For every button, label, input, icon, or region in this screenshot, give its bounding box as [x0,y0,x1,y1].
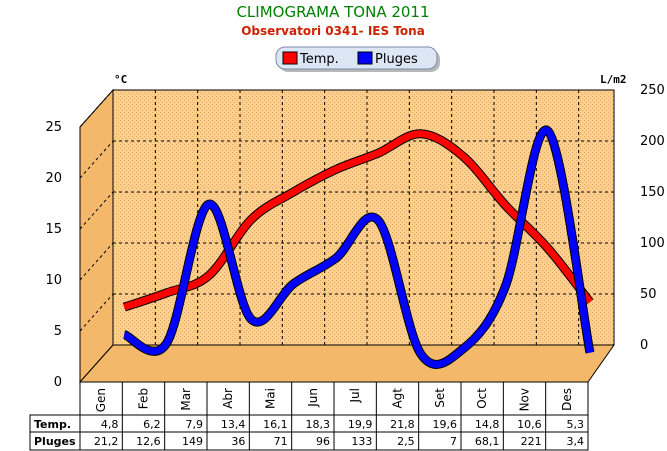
series-1 [122,125,595,369]
x-tick-label: Gen [94,388,108,412]
grid-line-side [79,242,114,281]
chart-title: CLIMOGRAMA TONA 2011 [236,3,429,21]
y-right-tick-label: 50 [640,287,657,302]
y-left-ticks: 0 5 10 15 20 25 [45,120,62,390]
y-right-tick-label: 150 [640,185,665,200]
x-tick-label: Set [433,388,447,408]
grid-line-side [79,293,114,332]
y-left-tick-label: 20 [45,171,62,186]
y-left-tick-label: 0 [54,375,62,390]
table-cell-rain: 2,5 [397,435,415,448]
x-tick-label: Feb [137,388,151,409]
grid-line-side [79,191,114,230]
x-tick-label: Des [560,388,574,411]
side-wall [79,88,114,384]
y-left-tick-label: 25 [45,120,62,135]
y-right-tick-label: 100 [640,236,665,251]
table-cell-temp: 5,3 [567,418,585,431]
legend-swatch [357,51,373,65]
table-cell-temp: 18,3 [306,418,331,431]
x-tick-label: Mar [179,388,193,411]
legend-label: Temp. [299,52,339,67]
y-left-tick-label: 10 [45,273,62,288]
chart-legend: Temp. Pluges [275,46,440,72]
table-cell-temp: 7,9 [186,418,204,431]
y-right-axis-label: L/m2 [600,73,627,86]
table-cell-rain: 68,1 [475,435,500,448]
y-left-tick-label: 5 [54,324,62,339]
table-cell-rain: 36 [231,435,245,448]
table-cell-temp: 6,2 [143,418,161,431]
table-cell-rain: 21,2 [94,435,119,448]
table-cell-rain: 71 [274,435,288,448]
table-cell-rain: 149 [182,435,203,448]
table-cell-rain: 96 [316,435,330,448]
chart-subtitle: Observatori 0341- IES Tona [241,24,425,38]
y-left-axis-label: °C [114,73,127,86]
table-cell-rain: 133 [351,435,372,448]
y-right-tick-label: 200 [640,134,665,149]
table-cell-temp: 16,1 [263,418,288,431]
series-0 [122,129,594,312]
x-tick-label: Abr [221,388,235,409]
table-cell-rain: 7 [450,435,457,448]
table-cell-temp: 21,8 [390,418,415,431]
legend-swatch [282,51,298,65]
y-right-tick-label: 250 [640,83,665,98]
series-line [122,126,594,368]
legend-label: Pluges [375,52,418,67]
table-cell-rain: 12,6 [136,435,161,448]
y-right-tick-label: 0 [640,338,648,353]
table-cell-temp: 10,6 [517,418,542,431]
data-table: Temp. Pluges Gen 4,8 21,2 Feb 6,2 12,6 Mar 7,9 149… [29,381,589,451]
table-cell-temp: 19,6 [433,418,458,431]
table-cell-temp: 19,9 [348,418,373,431]
grid-line-side [79,140,114,179]
series-layer [122,125,595,369]
table-cell-rain: 3,4 [567,435,585,448]
table-cell-temp: 14,8 [475,418,500,431]
x-tick-label: Jun [306,388,320,408]
series-line [123,130,593,311]
table-cell-temp: 4,8 [101,418,119,431]
x-tick-label: Oct [475,388,489,409]
y-left-tick-label: 15 [45,222,62,237]
x-tick-label: Mai [264,388,278,409]
table-row-label: Pluges [34,435,76,448]
x-tick-label: Jul [348,388,362,403]
x-tick-label: Agt [391,388,405,409]
legend-box [275,46,438,70]
grid-line-side [79,89,114,128]
x-tick-label: Nov [518,388,532,411]
table-cell-rain: 221 [521,435,542,448]
table-cell-temp: 13,4 [221,418,246,431]
y-right-ticks: 0 50 100 150 200 250 [640,83,665,353]
table-row-label: Temp. [34,418,71,431]
